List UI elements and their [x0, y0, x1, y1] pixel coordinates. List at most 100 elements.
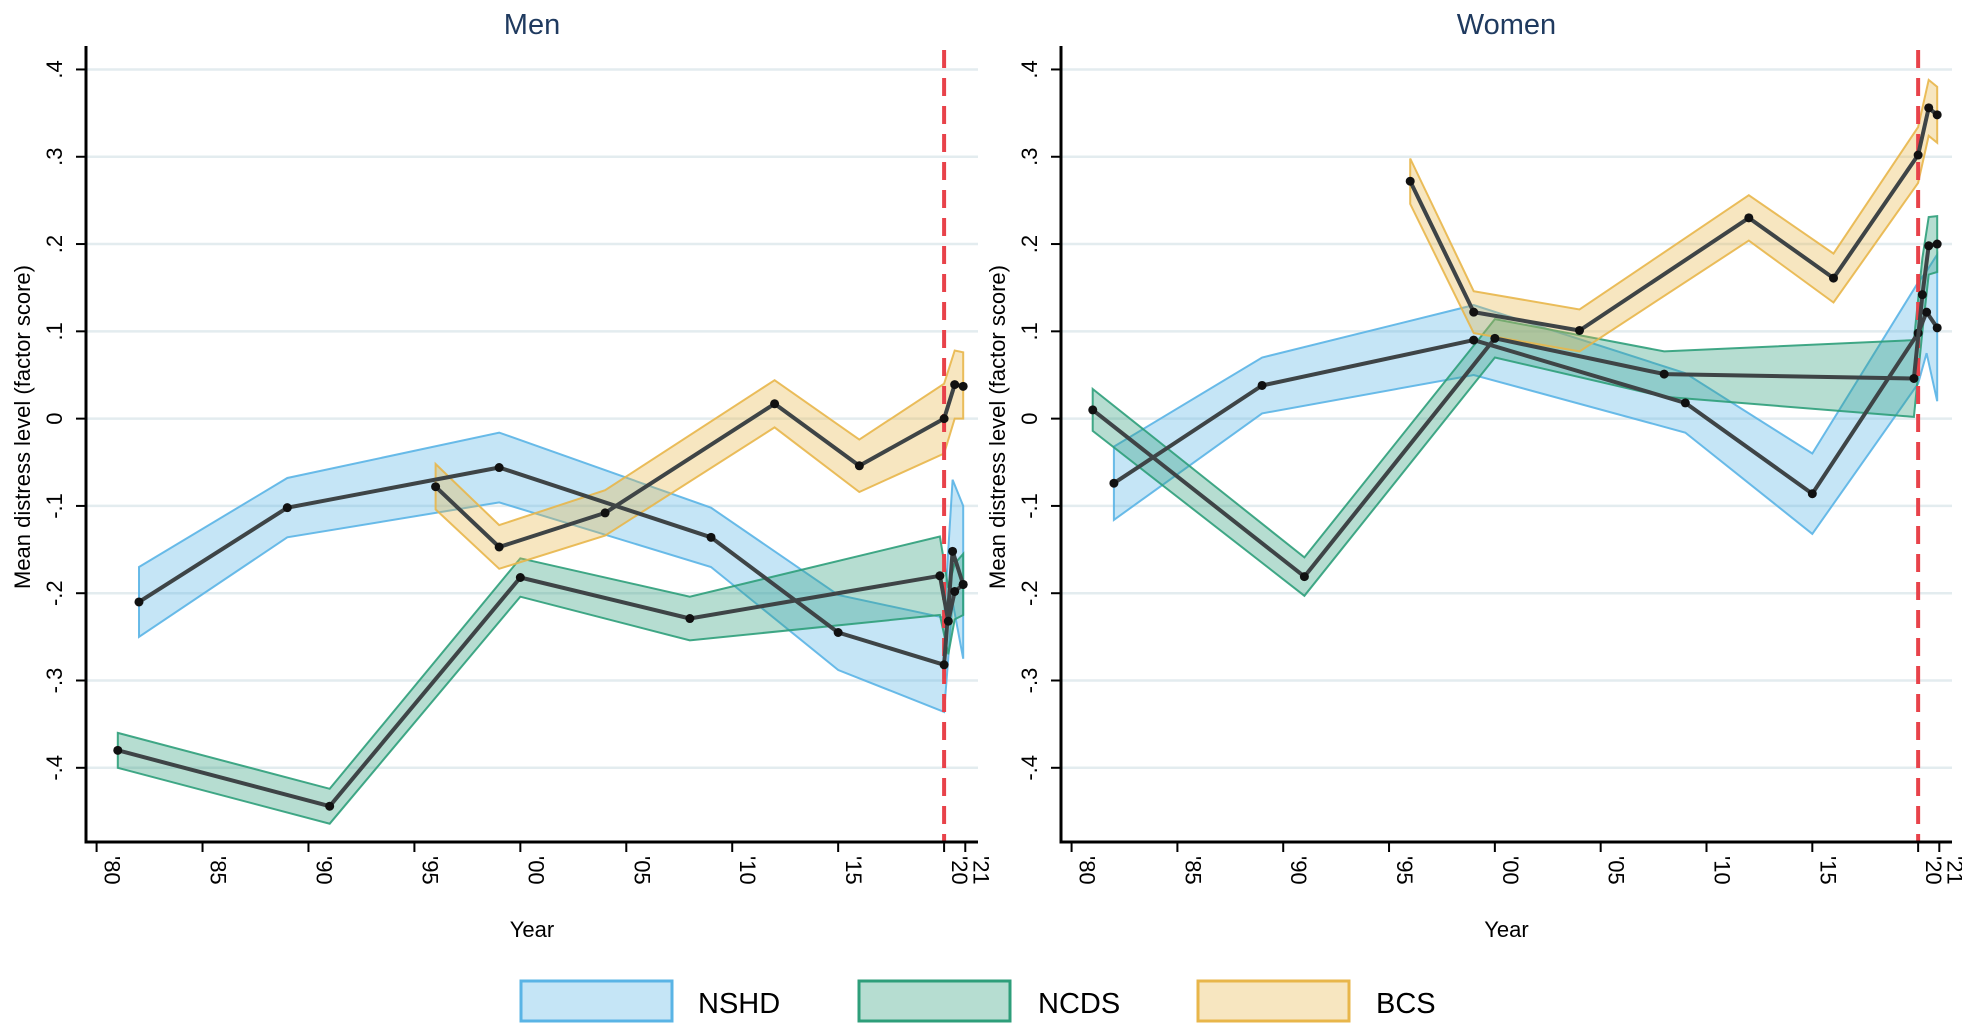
data-point-ncds-6 [1924, 241, 1934, 251]
ci-band-ncds [1091, 214, 1939, 598]
x-tick-label-9: '21 [968, 856, 993, 885]
data-point-ncds-4 [1909, 373, 1919, 383]
y-tick-label-2: -.2 [42, 580, 67, 606]
ci-band-bcs [1409, 78, 1939, 353]
y-tick-label-3: -.1 [1017, 493, 1042, 519]
y-tick-label-3: -.1 [42, 493, 67, 519]
data-point-ncds-5 [943, 616, 953, 626]
data-point-bcs-5 [1913, 150, 1923, 160]
data-point-nshd-3 [1680, 398, 1690, 408]
y-tick-label-8: .4 [1017, 60, 1042, 78]
data-point-nshd-4 [1807, 489, 1817, 499]
y-tick-label-7: .3 [42, 148, 67, 166]
data-point-nshd-6 [1922, 307, 1932, 317]
y-tick-label-0: -.4 [1017, 755, 1042, 781]
y-tick-label-6: .2 [42, 235, 67, 253]
x-tick-label-7: '15 [1815, 856, 1840, 885]
x-tick-label-6: '10 [735, 856, 760, 885]
data-point-bcs-0 [1405, 176, 1415, 186]
data-point-ncds-3 [685, 614, 695, 624]
data-point-nshd-0 [134, 597, 144, 607]
data-point-ncds-1 [1299, 572, 1309, 582]
series-line-ncds [1091, 242, 1938, 579]
legend: NSHD NCDS BCS [519, 979, 1436, 1023]
x-tick-label-1: '85 [206, 856, 231, 885]
series-line-ncds [117, 573, 965, 809]
y-axis-label-men: Mean distress level (factor score) [10, 265, 35, 589]
data-point-ncds-0 [113, 745, 123, 755]
x-axis-label-men: Year [510, 917, 554, 942]
data-point-nshd-5 [939, 660, 949, 670]
panel-men: -.4 -.3 -.2 -.1 0 .1 .2 .3 .4 '80 '85 '90 '95 '00 '05 '… [10, 9, 993, 942]
y-tick-label-7: .3 [1017, 148, 1042, 166]
data-point-bcs-1 [494, 542, 504, 552]
x-tick-label-0: '80 [1075, 856, 1100, 885]
x-tick-label-3: '95 [417, 856, 442, 885]
data-point-bcs-5 [939, 414, 949, 424]
chart-title-women: Women [1457, 9, 1556, 41]
x-tick-label-8: '20 [1921, 856, 1946, 885]
data-point-bcs-2 [600, 508, 610, 518]
data-point-bcs-6 [1924, 103, 1934, 113]
ci-band-nshd [1112, 251, 1939, 536]
data-point-nshd-7 [1932, 323, 1942, 333]
data-point-ncds-3 [1659, 369, 1669, 379]
x-tick-label-5: '05 [629, 856, 654, 885]
data-point-bcs-1 [1469, 307, 1479, 317]
data-point-bcs-4 [1828, 273, 1838, 283]
data-point-nshd-6 [948, 546, 958, 556]
data-point-bcs-2 [1575, 325, 1585, 335]
x-axis-label-women: Year [1484, 917, 1528, 942]
y-tick-label-5: .1 [1017, 322, 1042, 340]
data-point-bcs-4 [854, 461, 864, 471]
y-tick-label-1: -.3 [1017, 668, 1042, 694]
y-tick-label-6: .2 [1017, 235, 1042, 253]
x-tick-label-4: '00 [523, 856, 548, 885]
y-tick-label-2: -.2 [1017, 580, 1042, 606]
series-line-nshd [137, 465, 966, 667]
legend-label-bcs: BCS [1376, 988, 1436, 1020]
y-tick-label-0: -.4 [42, 755, 67, 781]
data-point-nshd-4 [833, 627, 843, 637]
data-point-nshd-2 [494, 463, 504, 473]
data-point-ncds-6 [950, 586, 960, 596]
data-point-ncds-5 [1917, 290, 1927, 300]
data-point-nshd-0 [1109, 478, 1119, 488]
data-point-ncds-7 [958, 579, 968, 589]
series-line-bcs [434, 382, 964, 549]
legend-swatch-ncds [857, 979, 1012, 1023]
data-point-ncds-0 [1088, 405, 1098, 415]
panel-women: -.4 -.3 -.2 -.1 0 .1 .2 .3 .4 '80 '85 '90 '95 '00 '05 '… [985, 9, 1962, 942]
y-tick-label-4: 0 [42, 413, 67, 425]
data-point-bcs-3 [1744, 213, 1754, 223]
data-point-nshd-1 [1257, 380, 1267, 390]
series-line-bcs [1408, 105, 1939, 333]
legend-label-nshd: NSHD [698, 988, 780, 1020]
x-tick-label-4: '00 [1498, 856, 1523, 885]
y-tick-label-5: .1 [42, 322, 67, 340]
x-tick-label-7: '15 [841, 856, 866, 885]
data-point-ncds-7 [1932, 239, 1942, 249]
data-point-ncds-2 [515, 573, 525, 583]
x-tick-label-3: '95 [1392, 856, 1417, 885]
y-tick-label-1: -.3 [42, 668, 67, 694]
chart-title-men: Men [504, 9, 560, 41]
data-point-ncds-1 [325, 801, 335, 811]
data-point-nshd-1 [282, 503, 292, 513]
legend-swatch-nshd [519, 979, 674, 1023]
x-tick-label-2: '90 [311, 856, 336, 885]
legend-swatch-bcs [1196, 979, 1351, 1023]
x-tick-label-5: '05 [1604, 856, 1629, 885]
y-axis-label-women: Mean distress level (factor score) [985, 265, 1010, 589]
x-tick-label-6: '10 [1709, 856, 1734, 885]
data-point-bcs-3 [770, 399, 780, 409]
data-point-bcs-7 [1932, 110, 1942, 120]
data-point-nshd-2 [1469, 335, 1479, 345]
ci-band-nshd [138, 431, 965, 714]
y-tick-label-8: .4 [42, 60, 67, 78]
x-tick-label-0: '80 [100, 856, 125, 885]
x-tick-label-2: '90 [1286, 856, 1311, 885]
data-point-ncds-4 [935, 571, 945, 581]
data-point-ncds-2 [1490, 333, 1500, 343]
